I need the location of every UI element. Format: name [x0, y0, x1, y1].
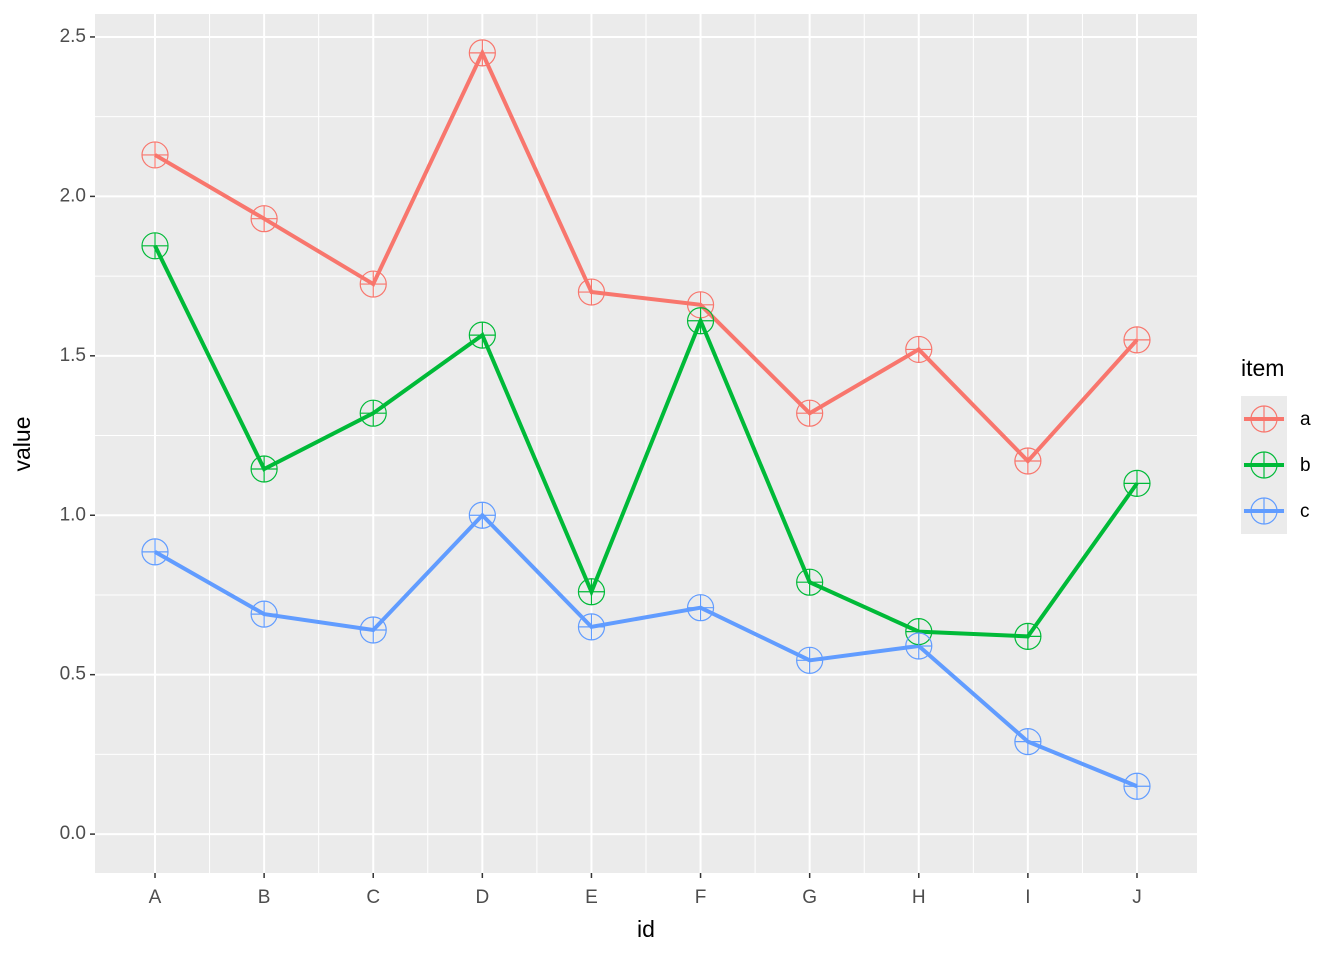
point — [141, 538, 169, 566]
point — [468, 321, 496, 349]
legend-marker — [1250, 497, 1278, 525]
point — [577, 278, 606, 306]
point — [359, 399, 387, 427]
x-tick-label: J — [1132, 887, 1142, 908]
point — [141, 141, 169, 169]
point — [250, 205, 278, 233]
point — [250, 600, 278, 628]
point — [359, 270, 387, 298]
y-tick-label: 0.5 — [60, 664, 86, 685]
point — [1014, 622, 1042, 651]
point — [796, 399, 824, 427]
point — [686, 594, 715, 622]
y-axis-title: value — [9, 417, 35, 472]
x-tick-label: C — [366, 887, 380, 908]
legend-title: item — [1241, 355, 1284, 381]
legend-marker — [1250, 405, 1278, 433]
x-axis-title: id — [637, 916, 655, 942]
point — [577, 578, 606, 606]
point — [359, 616, 387, 644]
y-tick-label: 1.5 — [60, 345, 86, 366]
y-tick-label: 1.0 — [60, 504, 86, 525]
legend-label: b — [1300, 455, 1311, 476]
point — [1014, 728, 1042, 756]
legend-label: c — [1300, 501, 1310, 522]
point — [905, 335, 933, 364]
x-tick-label: E — [585, 887, 598, 908]
y-tick-label: 2.5 — [60, 26, 86, 47]
x-tick-label: I — [1025, 887, 1030, 908]
point — [796, 568, 824, 596]
x-tick-label: G — [802, 887, 817, 908]
point — [686, 307, 715, 335]
point — [905, 632, 933, 660]
point — [1123, 469, 1151, 497]
point — [250, 455, 278, 483]
x-tick-label: H — [912, 887, 926, 908]
point — [796, 646, 824, 674]
point — [1123, 772, 1151, 800]
legend-label: a — [1300, 409, 1311, 430]
series-line — [154, 48, 1139, 464]
x-tick-label: B — [258, 887, 271, 908]
legend-marker — [1250, 451, 1278, 479]
point — [468, 501, 496, 529]
x-tick-label: F — [695, 887, 707, 908]
point — [468, 39, 496, 67]
point — [577, 613, 606, 641]
point — [1123, 326, 1151, 354]
y-tick-label: 0.0 — [60, 823, 86, 844]
x-tick-label: A — [149, 887, 162, 908]
x-tick-label: D — [475, 887, 489, 908]
series-line — [154, 512, 1138, 789]
y-tick-label: 2.0 — [60, 185, 86, 206]
point — [1014, 447, 1042, 475]
series-line — [153, 244, 1139, 639]
point — [141, 232, 169, 260]
